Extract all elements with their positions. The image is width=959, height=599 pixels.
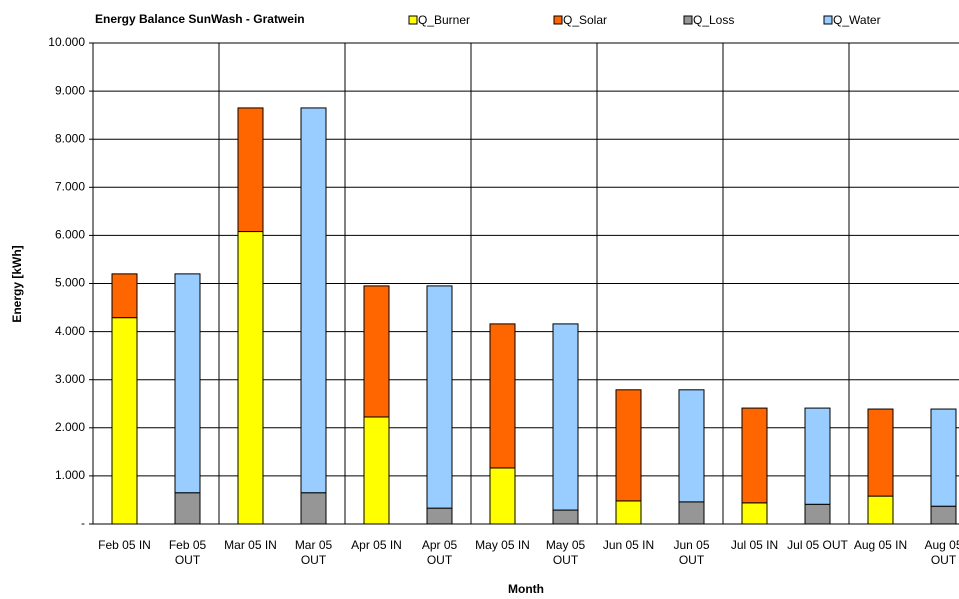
legend-label: Q_Water	[833, 13, 881, 27]
y-tick-label: -	[81, 516, 85, 530]
bar-segment	[426, 285, 453, 509]
bar-segment	[363, 285, 390, 418]
y-tick-label: 1.000	[55, 468, 85, 482]
bar-segment	[489, 323, 516, 469]
bar-segment	[930, 505, 957, 525]
x-tick-label: Mar 05 IN	[224, 538, 277, 552]
bar-segment	[930, 408, 957, 507]
legend-label: Q_Loss	[693, 13, 734, 27]
y-tick-label: 10.000	[48, 35, 85, 49]
bar-segment	[804, 407, 831, 505]
legend-swatch	[408, 15, 418, 25]
bar-segment	[237, 107, 264, 233]
x-tick-label: Mar 05 OUT	[294, 538, 333, 567]
x-tick-label: Jun 05 OUT	[673, 538, 710, 567]
bar-segment	[678, 501, 705, 525]
legend-swatch	[683, 15, 693, 25]
x-tick-label: May 05 IN	[475, 538, 530, 552]
y-tick-label: 6.000	[55, 228, 85, 242]
bar-segment	[804, 503, 831, 525]
bar-segment	[867, 495, 894, 525]
bar-segment	[741, 502, 768, 525]
x-tick-label: Feb 05 IN	[98, 538, 151, 552]
x-tick-label: Jul 05 IN	[730, 538, 779, 552]
x-tick-label: Jul 05 OUT	[787, 538, 848, 552]
x-tick-label: Jun 05 IN	[602, 538, 655, 552]
bar-segment	[741, 407, 768, 504]
bar-segment	[552, 323, 579, 511]
legend-label: Q_Solar	[563, 13, 607, 27]
bar-segment	[363, 416, 390, 525]
chart-title: Energy Balance SunWash - Gratwein	[95, 12, 305, 26]
y-tick-label: 3.000	[55, 372, 85, 386]
bar-segment	[300, 492, 327, 525]
legend-label: Q_Burner	[418, 13, 470, 27]
bar-segment	[174, 492, 201, 525]
x-tick-label: Feb 05 OUT	[168, 538, 207, 567]
y-axis-label: Energy [kWh]	[10, 245, 24, 322]
bar-segment	[552, 509, 579, 525]
bar-segment	[615, 500, 642, 525]
x-tick-label: Apr 05 OUT	[421, 538, 458, 567]
x-tick-label: Apr 05 IN	[351, 538, 402, 552]
x-tick-label: Aug 05 IN	[853, 538, 908, 552]
y-tick-label: 5.000	[55, 276, 85, 290]
bar-segment	[678, 389, 705, 503]
bar-segment	[867, 408, 894, 497]
bar-segment	[174, 273, 201, 494]
x-axis-label: Month	[508, 582, 544, 596]
bar-segment	[111, 317, 138, 525]
bar-segment	[426, 507, 453, 525]
x-tick-label: Aug 05 OUT	[924, 538, 959, 567]
bar-segment	[489, 467, 516, 525]
bar-segment	[300, 107, 327, 494]
x-tick-label: May 05 OUT	[545, 538, 586, 567]
y-tick-label: 8.000	[55, 131, 85, 145]
bar-segment	[111, 273, 138, 319]
bar-segment	[237, 231, 264, 525]
y-tick-label: 2.000	[55, 420, 85, 434]
y-tick-label: 4.000	[55, 324, 85, 338]
legend-swatch	[823, 15, 833, 25]
y-tick-label: 7.000	[55, 179, 85, 193]
bar-segment	[615, 389, 642, 502]
legend-swatch	[553, 15, 563, 25]
y-tick-label: 9.000	[55, 83, 85, 97]
